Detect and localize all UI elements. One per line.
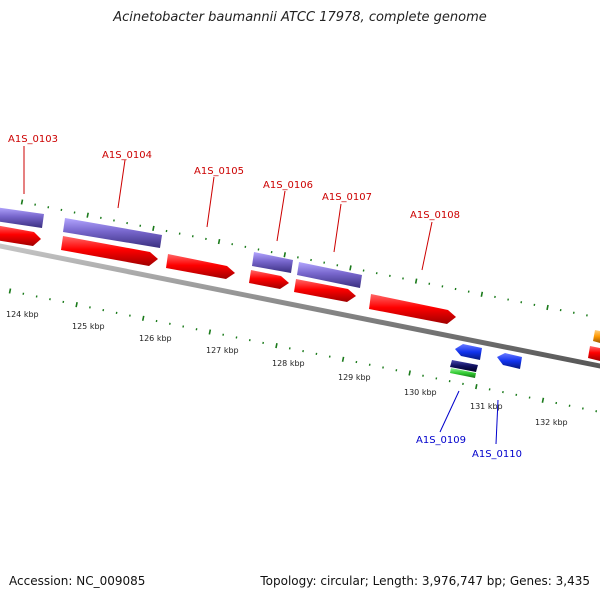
major-tick-mark [8,288,12,294]
cds-arrow-a1s-0110[interactable] [497,353,522,369]
major-tick-mark [480,291,484,297]
scale-tick-labels: 124 kbp 125 kbp 126 kbp 127 kbp 128 kbp … [6,310,568,427]
major-tick-mark [75,302,78,308]
cds-arrow-a1s-0108[interactable] [369,294,456,324]
gene-label-a1s-0105[interactable]: A1S_0105 [194,166,244,177]
major-tick-mark [475,384,478,390]
cds-arrow-a1s-0103[interactable] [0,225,41,246]
forward-cds-row [0,225,600,361]
major-tick-mark [341,356,345,362]
gene-feature-a1s-0103[interactable] [0,207,44,228]
major-tick-mark [141,315,145,321]
accession-text: Accession: NC_009085 [9,574,146,588]
major-tick-mark [541,397,545,403]
tick-label: 129 kbp [338,373,371,382]
gene-label-a1s-0104[interactable]: A1S_0104 [102,150,152,161]
gene-labels: A1S_0103 A1S_0104 A1S_0105 A1S_0106 A1S_… [8,134,522,460]
rrna-feature-a1s-0109[interactable] [450,368,476,378]
cds-arrow-offscreen[interactable] [588,346,600,361]
reverse-strand-row [450,344,522,378]
major-tick-mark [414,278,418,284]
cds-arrow-a1s-0105[interactable] [166,254,235,279]
gene-label-a1s-0107[interactable]: A1S_0107 [322,192,372,203]
major-tick-mark [349,265,352,271]
tick-label: 132 kbp [535,418,568,427]
tick-label: 125 kbp [72,322,105,331]
gene-feature-a1s-0106[interactable] [252,252,293,273]
map-title: Acinetobacter baumannii ATCC 17978, comp… [113,10,487,25]
gene-label-a1s-0106[interactable]: A1S_0106 [263,180,313,191]
major-tick-mark [408,370,411,376]
gene-feature-row [0,207,362,288]
major-tick-mark [20,199,24,205]
lower-tick-track [8,288,598,413]
tick-label: 126 kbp [139,334,172,343]
cds-arrow-a1s-0106[interactable] [249,270,289,289]
major-tick-mark [208,329,212,335]
gene-feature-offscreen[interactable] [593,330,600,343]
gene-label-a1s-0109[interactable]: A1S_0109 [416,435,466,446]
tick-label: 130 kbp [404,388,437,397]
major-tick-mark [275,343,278,349]
cds-arrow-a1s-0104[interactable] [61,236,158,266]
ncrna-feature-a1s-0109[interactable] [450,360,478,372]
major-tick-mark [86,212,89,218]
major-tick-mark [217,238,221,245]
cds-arrow-a1s-0109[interactable] [455,344,482,360]
upper-tick-track [20,199,588,317]
tick-label: 127 kbp [206,346,239,355]
cds-arrow-a1s-0107[interactable] [294,279,356,302]
genome-summary-text: Topology: circular; Length: 3,976,747 bp… [260,574,590,588]
genome-backbone [0,243,600,369]
major-tick-mark [283,252,287,258]
gene-label-a1s-0108[interactable]: A1S_0108 [410,210,460,221]
gene-feature-a1s-0104[interactable] [63,218,162,248]
major-tick-mark [152,225,155,231]
gene-label-a1s-0103[interactable]: A1S_0103 [8,134,58,145]
gene-feature-a1s-0107[interactable] [297,262,362,288]
tick-label: 131 kbp [470,402,503,411]
tick-label: 124 kbp [6,310,39,319]
tick-label: 128 kbp [272,359,305,368]
major-tick-mark [546,304,549,311]
gene-label-a1s-0110[interactable]: A1S_0110 [472,449,522,460]
